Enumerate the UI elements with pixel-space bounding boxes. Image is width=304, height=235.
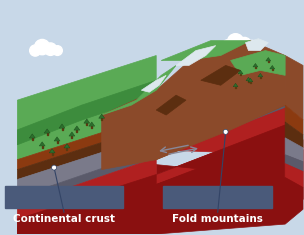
Polygon shape bbox=[285, 122, 303, 148]
Polygon shape bbox=[285, 177, 303, 199]
Polygon shape bbox=[156, 125, 285, 177]
Polygon shape bbox=[235, 87, 236, 88]
Text: Fold mountains: Fold mountains bbox=[172, 214, 263, 224]
Polygon shape bbox=[64, 144, 70, 148]
Polygon shape bbox=[84, 119, 90, 123]
Polygon shape bbox=[86, 123, 87, 125]
Polygon shape bbox=[82, 80, 156, 120]
Polygon shape bbox=[248, 78, 253, 82]
Polygon shape bbox=[156, 95, 186, 115]
Polygon shape bbox=[74, 126, 80, 130]
Circle shape bbox=[52, 165, 57, 170]
Polygon shape bbox=[91, 126, 92, 128]
Circle shape bbox=[44, 43, 57, 55]
Polygon shape bbox=[246, 77, 251, 81]
Polygon shape bbox=[156, 65, 285, 160]
Circle shape bbox=[222, 40, 234, 51]
Polygon shape bbox=[101, 118, 102, 120]
Polygon shape bbox=[156, 88, 285, 135]
Polygon shape bbox=[258, 73, 263, 77]
Polygon shape bbox=[231, 51, 285, 75]
Circle shape bbox=[238, 37, 251, 51]
Polygon shape bbox=[285, 105, 303, 135]
Polygon shape bbox=[268, 61, 269, 63]
Polygon shape bbox=[156, 108, 285, 158]
Polygon shape bbox=[17, 150, 156, 205]
Circle shape bbox=[247, 40, 257, 51]
Polygon shape bbox=[44, 129, 50, 133]
Polygon shape bbox=[260, 77, 261, 78]
FancyBboxPatch shape bbox=[5, 186, 123, 208]
Polygon shape bbox=[17, 135, 156, 197]
Polygon shape bbox=[253, 63, 258, 67]
Polygon shape bbox=[272, 69, 273, 70]
Polygon shape bbox=[285, 164, 303, 188]
Polygon shape bbox=[71, 136, 72, 138]
Polygon shape bbox=[54, 137, 60, 141]
Polygon shape bbox=[76, 130, 78, 132]
Text: Continental crust: Continental crust bbox=[13, 214, 115, 224]
Polygon shape bbox=[47, 133, 48, 135]
Polygon shape bbox=[69, 132, 75, 136]
Polygon shape bbox=[102, 65, 176, 115]
Polygon shape bbox=[176, 46, 216, 65]
Polygon shape bbox=[270, 65, 275, 69]
Circle shape bbox=[223, 129, 228, 134]
Polygon shape bbox=[17, 105, 82, 145]
Polygon shape bbox=[39, 142, 45, 146]
Polygon shape bbox=[156, 100, 285, 150]
Polygon shape bbox=[59, 124, 65, 128]
Polygon shape bbox=[17, 55, 156, 160]
Polygon shape bbox=[32, 138, 33, 140]
Polygon shape bbox=[17, 115, 156, 170]
Polygon shape bbox=[89, 122, 95, 126]
Polygon shape bbox=[266, 58, 271, 61]
FancyBboxPatch shape bbox=[163, 186, 272, 208]
Polygon shape bbox=[49, 149, 55, 153]
Polygon shape bbox=[161, 41, 250, 60]
Polygon shape bbox=[17, 125, 303, 234]
Polygon shape bbox=[255, 67, 256, 68]
Circle shape bbox=[35, 39, 50, 55]
Polygon shape bbox=[42, 146, 43, 148]
Polygon shape bbox=[248, 81, 249, 82]
Circle shape bbox=[227, 34, 244, 50]
Polygon shape bbox=[156, 140, 285, 199]
Polygon shape bbox=[17, 125, 156, 180]
Polygon shape bbox=[285, 155, 303, 172]
Polygon shape bbox=[61, 128, 63, 130]
Polygon shape bbox=[201, 65, 240, 85]
Polygon shape bbox=[240, 74, 241, 75]
Polygon shape bbox=[17, 135, 303, 234]
Polygon shape bbox=[285, 138, 303, 162]
Polygon shape bbox=[141, 75, 166, 92]
Polygon shape bbox=[99, 114, 105, 118]
Polygon shape bbox=[250, 82, 251, 83]
Polygon shape bbox=[17, 158, 156, 219]
Circle shape bbox=[53, 46, 62, 55]
Polygon shape bbox=[29, 134, 35, 138]
Polygon shape bbox=[52, 153, 53, 155]
Polygon shape bbox=[285, 55, 303, 120]
Polygon shape bbox=[238, 70, 243, 74]
Polygon shape bbox=[233, 83, 238, 87]
Polygon shape bbox=[246, 39, 268, 51]
Circle shape bbox=[30, 45, 41, 56]
Polygon shape bbox=[17, 175, 156, 231]
Polygon shape bbox=[102, 41, 285, 170]
